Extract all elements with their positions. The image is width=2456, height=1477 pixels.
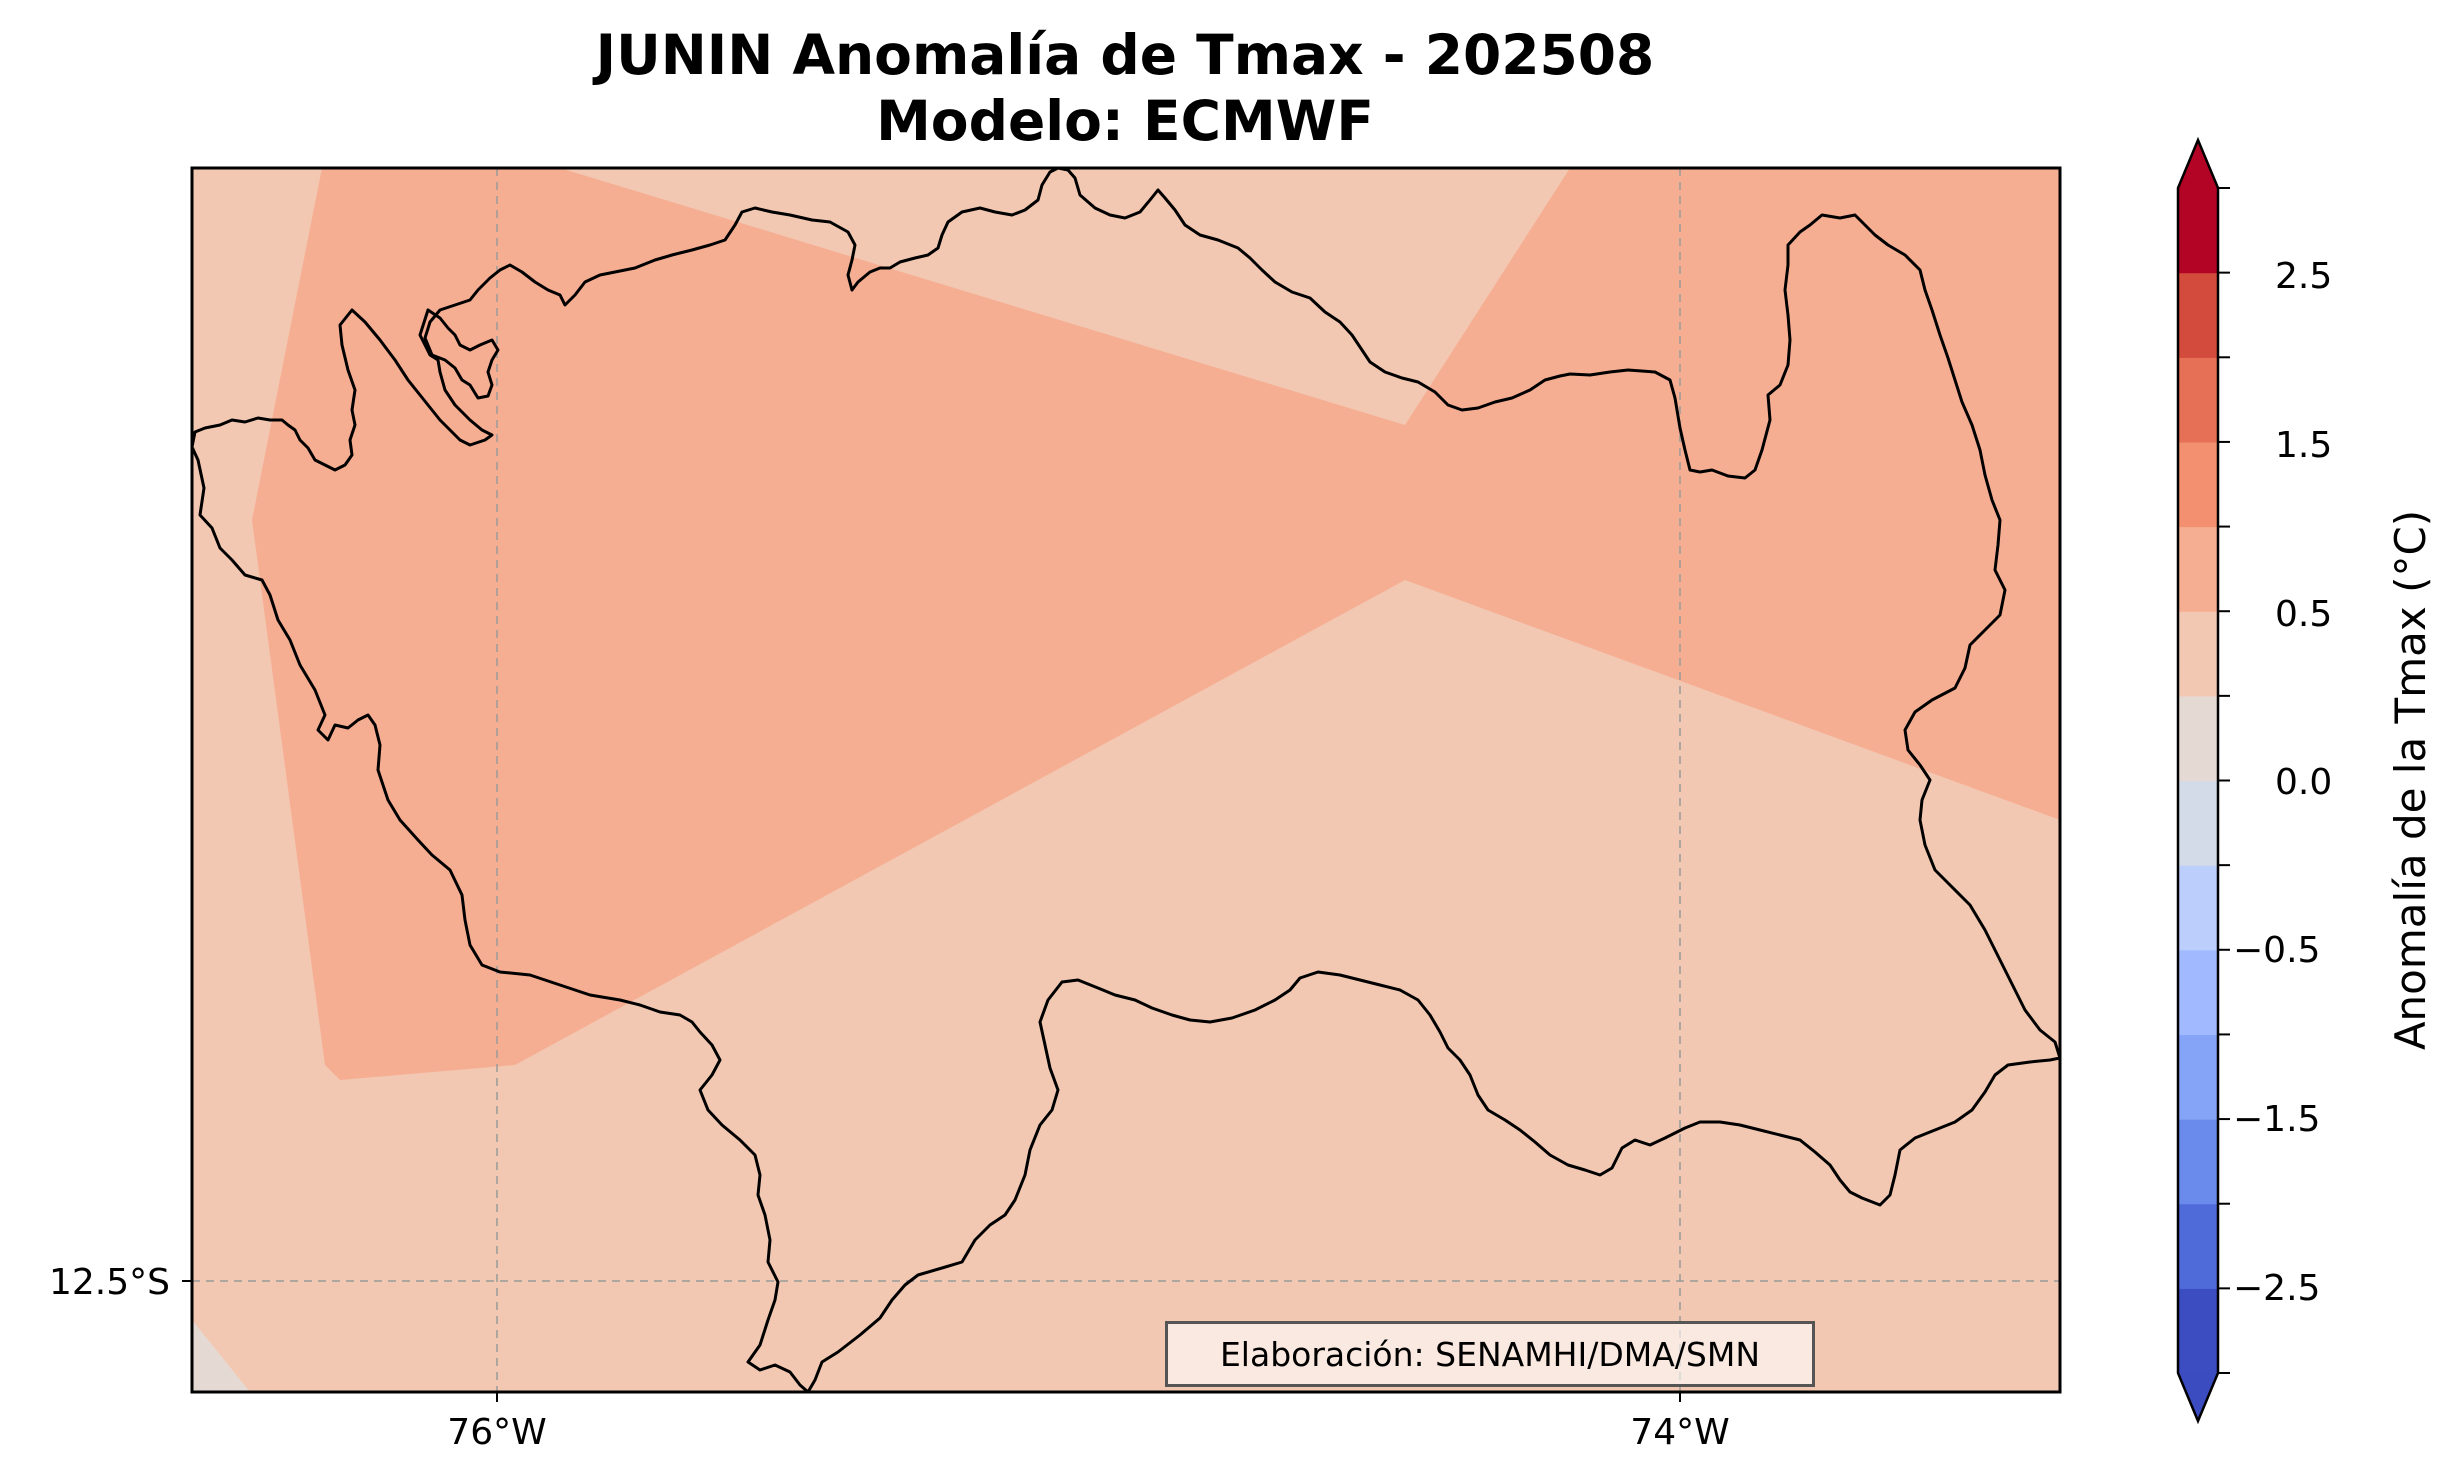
colorbar-arrow-low: [2178, 1373, 2218, 1421]
axis-ticks: [182, 1280, 1681, 1402]
field-band-0p5-1: [252, 168, 2060, 1080]
map-subtitle: Modelo: ECMWF: [876, 89, 1374, 153]
ytick-label-12p5s: 12.5°S: [49, 1262, 170, 1303]
colorbar-arrow-high: [2178, 140, 2218, 188]
colorbar-segment: [2178, 1203, 2218, 1289]
colorbar-segment: [2178, 865, 2218, 951]
colorbar-segment: [2178, 611, 2218, 697]
gridlines: [192, 168, 2060, 1392]
colorbar-segment: [2178, 1119, 2218, 1205]
cb-tick-label-m0p5: −0.5: [2233, 930, 2320, 971]
colorbar-segments: [2178, 188, 2218, 1374]
xtick-label-74w: 74°W: [1630, 1412, 1729, 1453]
field-band-neg: [192, 1320, 250, 1392]
xtick-label-76w: 76°W: [447, 1412, 546, 1453]
region-boundary: [192, 168, 2060, 1392]
colorbar-segment: [2178, 780, 2218, 866]
cb-tick-label-m1p5: −1.5: [2233, 1099, 2320, 1140]
anomaly-field: [192, 168, 2060, 1392]
colorbar-segment: [2178, 1288, 2218, 1374]
cb-tick-label-m2p5: −2.5: [2233, 1268, 2320, 1309]
colorbar-segment: [2178, 272, 2218, 358]
credit-text: Elaboración: SENAMHI/DMA/SMN: [1219, 1334, 1761, 1374]
cb-tick-label-0p5: 0.5: [2275, 594, 2332, 635]
cb-tick-label-1p5: 1.5: [2275, 425, 2332, 466]
colorbar-segment: [2178, 1034, 2218, 1120]
map-axes-frame: [190, 166, 2062, 1394]
colorbar-ticks: [2218, 187, 2230, 1374]
colorbar-segment: [2178, 188, 2218, 274]
colorbar-segment: [2178, 695, 2218, 782]
cb-tick-label-0p0: 0.0: [2275, 762, 2332, 803]
colorbar-label: Anomalía de la Tmax (°C): [2386, 510, 2435, 1050]
credit-box: Elaboración: SENAMHI/DMA/SMN: [1165, 1321, 1815, 1387]
colorbar: 2.5 1.5 0.5 0.0 −0.5 −1.5 −2.5 Anomalía …: [2176, 136, 2435, 1425]
map-title: JUNIN Anomalía de Tmax - 202508: [595, 23, 1655, 87]
cb-tick-label-2p5: 2.5: [2275, 256, 2332, 297]
colorbar-segment: [2178, 441, 2218, 528]
colorbar-segment: [2178, 526, 2218, 612]
colorbar-segment: [2178, 357, 2218, 443]
colorbar-segment: [2178, 949, 2218, 1036]
